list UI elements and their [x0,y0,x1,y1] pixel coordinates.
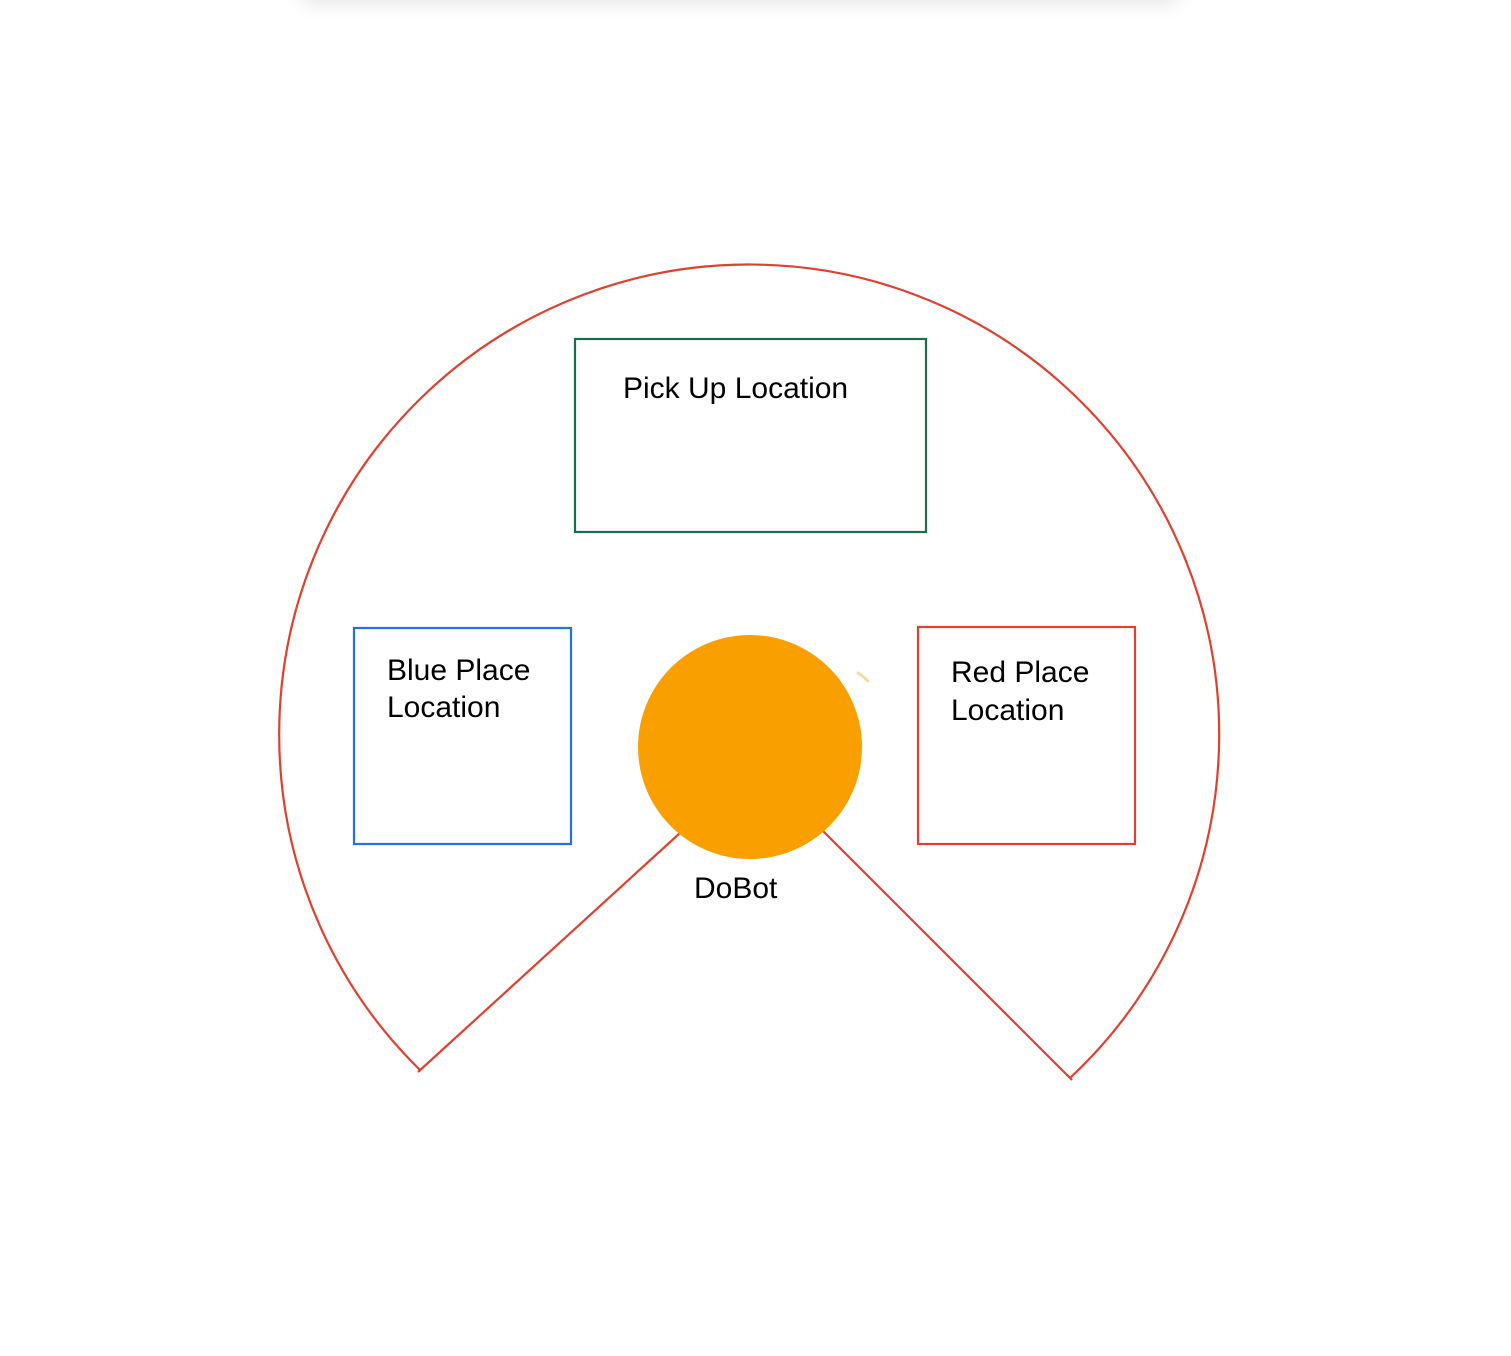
blue-place-location-label-line1: Blue Place [387,654,530,687]
workspace-boundary-right-line [822,830,1073,1081]
pickup-location-label: Pick Up Location [623,372,848,405]
pickup-location-box [573,337,928,534]
dobot-label: DoBot [694,872,778,905]
red-place-location-label-line2: Location [951,694,1064,727]
workspace-boundary-arc [278,263,1221,1079]
red-place-location-box [916,625,1137,846]
accent-mark [856,671,870,683]
workspace-boundary-left-line [417,832,681,1073]
dobot-base-circle [638,635,862,859]
red-place-location-label-line1: Red Place [951,656,1089,689]
blue-place-location-box [352,626,573,846]
blue-place-location-label-line2: Location [387,691,500,724]
